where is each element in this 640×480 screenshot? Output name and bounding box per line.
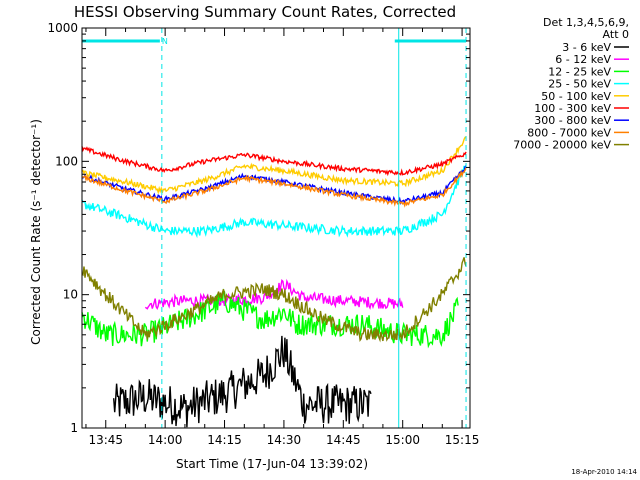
y-tick-label: 1000 (47, 21, 78, 35)
y-axis-label: Corrected Count Rate (s⁻¹ detector⁻¹) (29, 119, 43, 345)
x-tick-label: 14:45 (326, 433, 361, 447)
series-line (81, 167, 467, 208)
plot-frame (81, 27, 471, 429)
series-line (113, 335, 372, 428)
legend-entry: 25 - 50 keV (548, 78, 611, 91)
legend-entry: 12 - 25 keV (548, 65, 611, 78)
series-line (81, 257, 467, 343)
legend-entry: 50 - 100 keV (541, 90, 611, 103)
y-tick-label: 100 (55, 154, 78, 168)
x-tick-label: 13:45 (88, 433, 123, 447)
legend-entry: 800 - 7000 keV (527, 126, 611, 139)
y-tick-label: 10 (63, 288, 78, 302)
legend-header-line-1: Det 1,3,4,5,6,9, (543, 16, 629, 29)
x-tick-label: 15:00 (385, 433, 420, 447)
x-tick-label: 15:15 (445, 433, 480, 447)
series-line (81, 165, 467, 239)
series-line (81, 146, 467, 177)
generation-timestamp: 18-Apr-2010 14:14 (571, 468, 637, 476)
legend-entry: 6 - 12 keV (555, 53, 611, 66)
legend-header-line-2: Att 0 (603, 28, 629, 41)
legend-entry: 7000 - 20000 keV (513, 139, 611, 152)
annotation-marker: N (162, 37, 168, 46)
legend-entry: 3 - 6 keV (562, 41, 611, 54)
legend-entry: 100 - 300 keV (534, 102, 611, 115)
legend-entry: 300 - 800 keV (534, 114, 611, 127)
x-tick-label: 14:15 (207, 433, 242, 447)
y-tick-label: 1 (70, 421, 78, 435)
chart-title: HESSI Observing Summary Count Rates, Cor… (74, 3, 456, 21)
x-axis-label: Start Time (17-Jun-04 13:39:02) (176, 457, 368, 471)
x-tick-label: 14:30 (267, 433, 302, 447)
x-tick-label: 14:00 (148, 433, 183, 447)
series-line (81, 136, 467, 195)
